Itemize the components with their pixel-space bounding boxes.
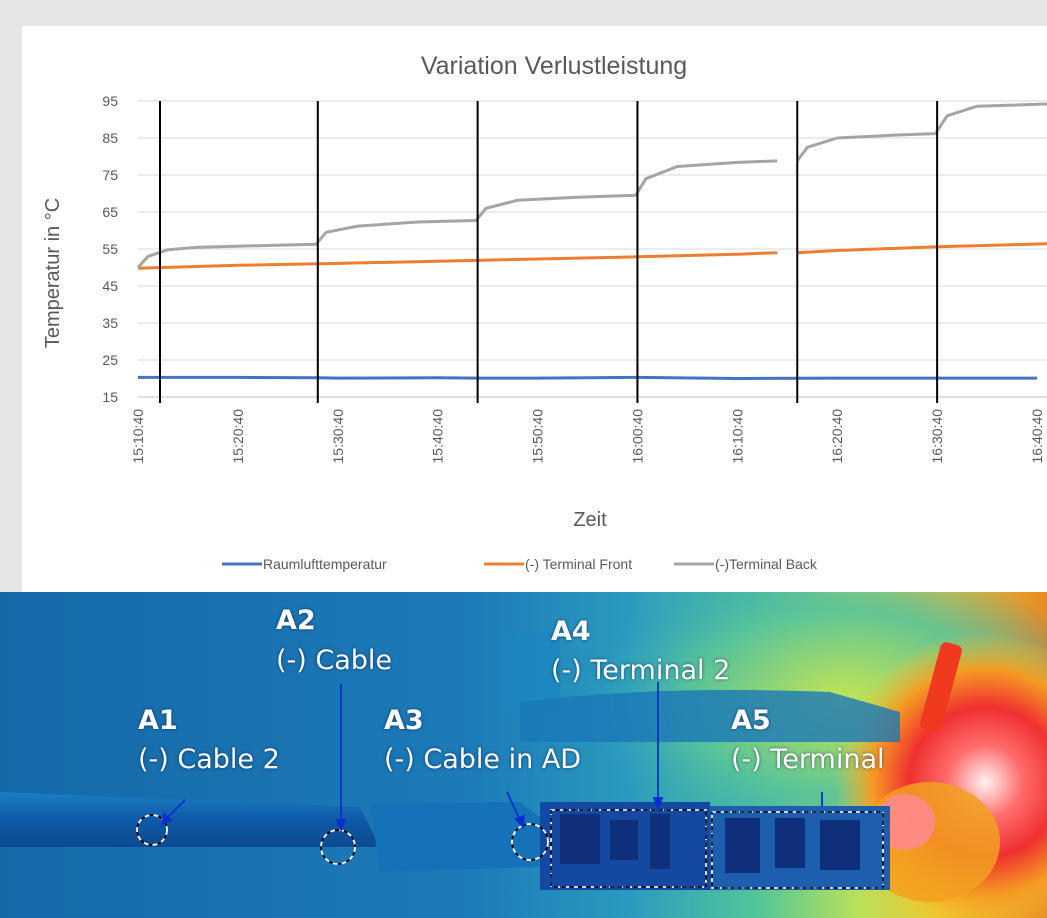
x-tick-label: 16:20:40 <box>829 409 845 464</box>
y-tick-label: 95 <box>102 93 118 109</box>
legend-label: (-) Terminal Front <box>525 556 632 572</box>
series-line <box>136 159 778 269</box>
annotation-code-a2: A2 <box>276 605 316 636</box>
y-tick-label: 45 <box>102 278 118 294</box>
annotation-label-a2: (-) Cable <box>276 645 393 676</box>
y-tick-label: 65 <box>102 204 118 220</box>
chart-panel: Variation Verlustleistung Temperatur in … <box>22 26 1047 592</box>
y-tick-label: 25 <box>102 352 118 368</box>
x-tick-label: 15:10:40 <box>130 409 146 464</box>
series-line <box>138 375 1037 380</box>
x-tick-label: 15:30:40 <box>330 409 346 464</box>
chart-title: Variation Verlustleistung <box>421 52 687 80</box>
x-tick-label: 16:00:40 <box>629 409 645 464</box>
annotation-code-a5: A5 <box>731 705 771 736</box>
annotation-label-a1: (-) Cable 2 <box>138 744 280 775</box>
annotation-code-a3: A3 <box>384 705 424 736</box>
annotation-label-a5: (-) Terminal <box>731 744 885 775</box>
x-tick-label: 16:10:40 <box>729 409 745 464</box>
y-axis-label: Temperatur in °C <box>42 198 64 348</box>
annotation-label-a4: (-) Terminal 2 <box>551 655 731 686</box>
x-tick-label: 16:30:40 <box>929 409 945 464</box>
line-chart: Variation Verlustleistung Temperatur in … <box>42 52 1047 572</box>
x-tick-label: 15:40:40 <box>430 409 446 464</box>
legend-label: Raumlufttemperatur <box>263 556 387 572</box>
series-line <box>796 102 1047 162</box>
x-tick-label: 15:20:40 <box>230 409 246 464</box>
y-tick-label: 55 <box>102 241 118 257</box>
y-tick-label: 35 <box>102 315 118 331</box>
annotation-label-a3: (-) Cable in AD <box>384 744 582 775</box>
series-line <box>137 251 778 270</box>
legend-label: (-)Terminal Back <box>715 556 818 572</box>
y-tick-label: 75 <box>102 167 118 183</box>
y-tick-label: 85 <box>102 130 118 146</box>
thermal-image: A1 (-) Cable 2 A2 (-) Cable A3 (-) Cable… <box>0 592 1047 918</box>
series-line <box>797 242 1047 255</box>
y-tick-label: 15 <box>102 389 118 405</box>
annotation-code-a1: A1 <box>138 705 178 736</box>
x-tick-label: 16:40:40 <box>1029 409 1045 464</box>
x-tick-label: 15:50:40 <box>530 409 546 464</box>
annotation-code-a4: A4 <box>551 616 591 647</box>
thermal-scene <box>0 592 1047 918</box>
x-axis-label: Zeit <box>573 509 607 531</box>
